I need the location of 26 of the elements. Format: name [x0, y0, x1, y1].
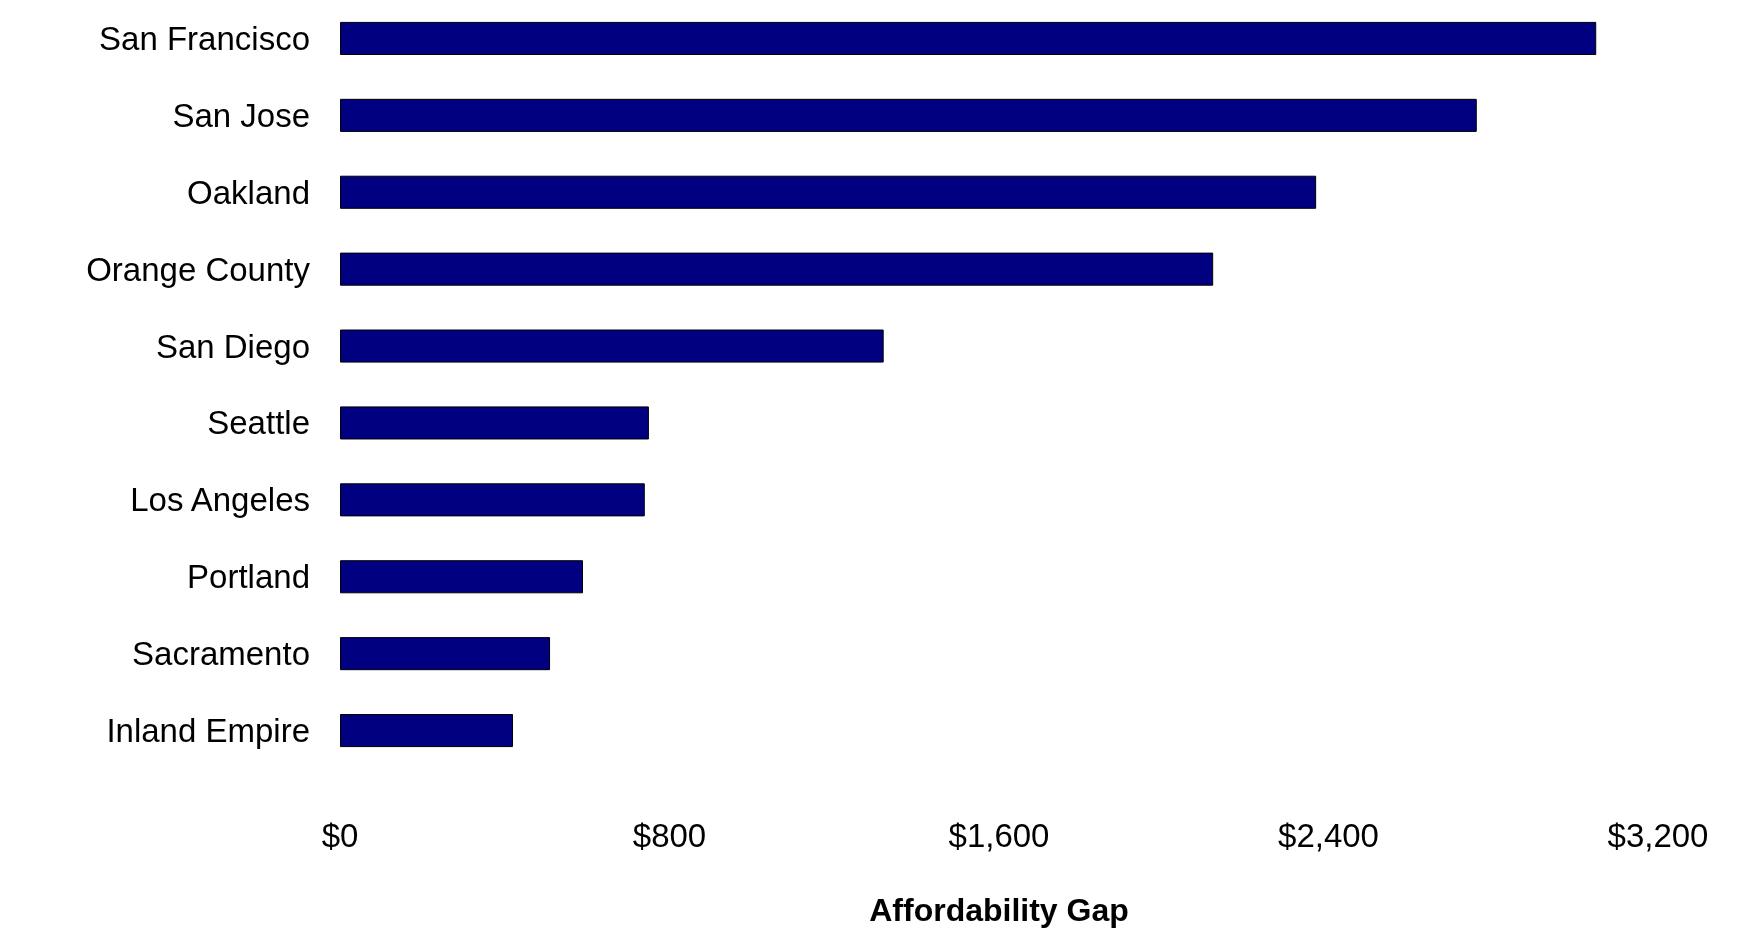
bar	[340, 21, 1597, 55]
bar	[340, 175, 1317, 209]
x-tick-label: $0	[321, 817, 359, 854]
bar	[340, 560, 584, 594]
bar	[340, 483, 645, 517]
bar	[340, 637, 551, 671]
bar	[340, 329, 884, 363]
y-tick-label: Seattle	[207, 404, 310, 442]
y-tick-label: Los Angeles	[130, 481, 310, 519]
x-tick-label: $2,400	[1278, 817, 1379, 854]
x-tick-label: $1,600	[948, 817, 1050, 854]
y-tick-label: Oakland	[187, 173, 310, 211]
x-axis-title: Affordability Gap	[869, 892, 1129, 928]
y-tick-label: San Francisco	[99, 19, 310, 57]
x-tick-label: $3,200	[1607, 817, 1709, 854]
bar	[340, 714, 513, 748]
y-tick-label: Inland Empire	[106, 712, 310, 750]
bar	[340, 252, 1214, 286]
y-tick-label: San Jose	[172, 96, 310, 134]
bar	[340, 98, 1477, 132]
x-tick-label: $800	[632, 817, 707, 854]
y-tick-label: Sacramento	[132, 635, 310, 673]
bar	[340, 406, 649, 440]
y-tick-label: Orange County	[86, 250, 311, 288]
y-tick-label: San Diego	[155, 327, 310, 365]
y-tick-label: Portland	[187, 558, 310, 596]
